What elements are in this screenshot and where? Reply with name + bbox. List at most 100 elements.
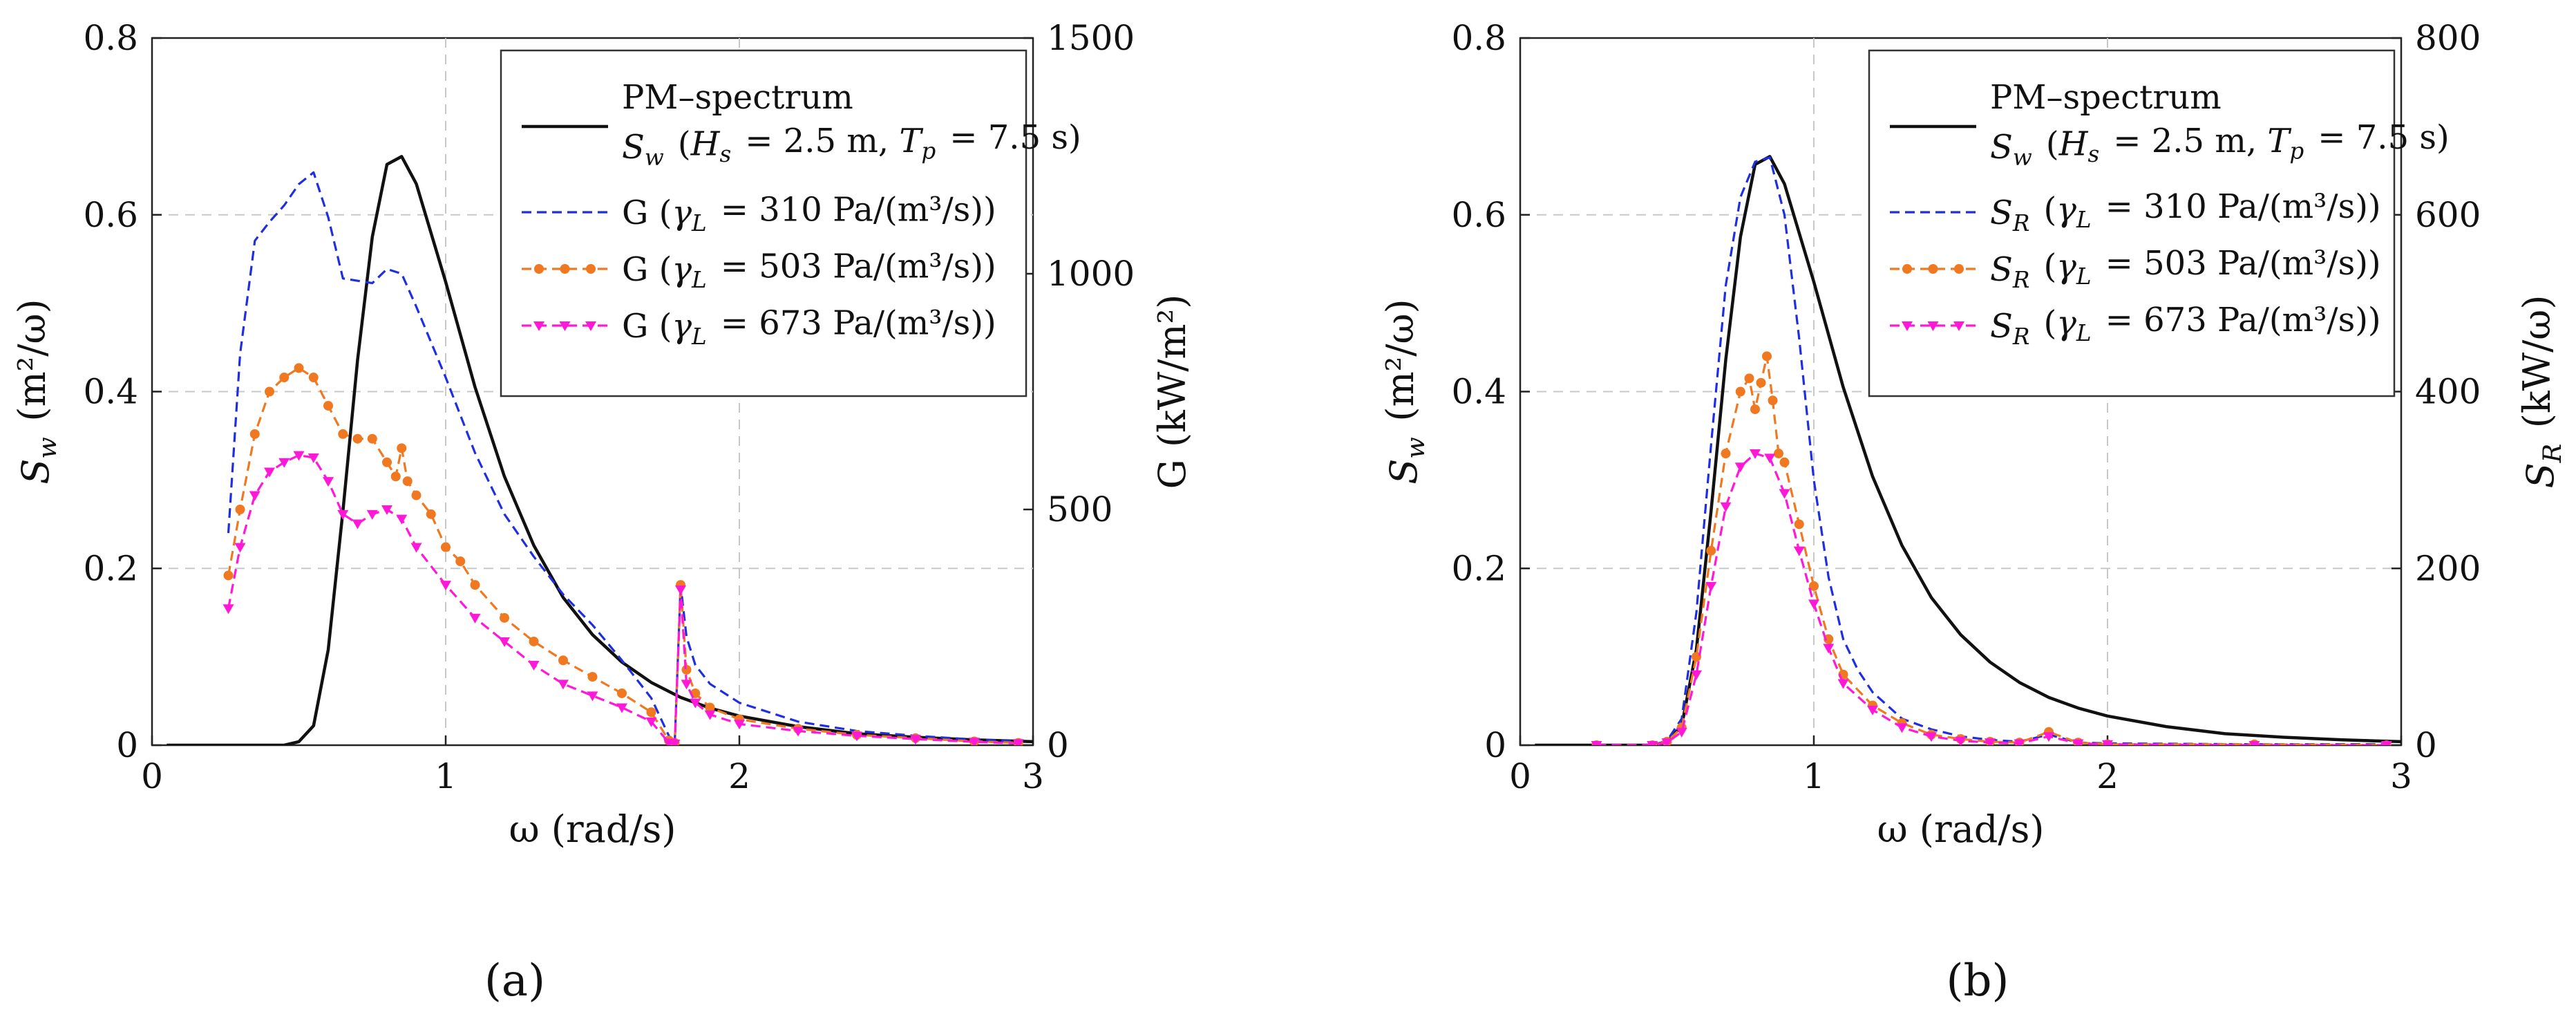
chart0-y-right-tick-label: 0 <box>1047 725 1069 765</box>
chart0-data-point <box>441 542 451 552</box>
chart1-y-right-tick-label: 400 <box>2415 372 2481 412</box>
chart0-data-point <box>402 476 413 487</box>
chart1-y-right-axis-label: SR (kW/ω) <box>2515 295 2567 489</box>
chart1-legend-label-2: SR (γL = 503 Pa/(m³/s)) <box>1990 244 2381 293</box>
chart0-data-point <box>681 680 692 690</box>
chart0-data-point <box>704 710 716 720</box>
chart1-data-point <box>2248 741 2260 745</box>
chart0-series-g-l-503-pa-m-s <box>223 363 1023 745</box>
chart1-data-point <box>1706 545 1716 556</box>
chart0-data-point <box>337 509 349 520</box>
chart1-data-point <box>1764 453 1776 464</box>
chart1-data-point <box>1721 449 1731 459</box>
chart0-data-point <box>690 698 701 709</box>
chart0-data-point <box>352 433 363 444</box>
chart1-data-point <box>1985 738 1996 745</box>
chart1-data-point <box>1824 634 1834 644</box>
chart0-data-point <box>323 400 333 411</box>
chart0-data-point <box>308 373 319 383</box>
chart0-y-tick-label: 0 <box>116 725 138 765</box>
chart0-x-axis-label: ω (rad/s) <box>509 807 676 851</box>
chart1-legend-label-0: Sw (Hs = 2.5 m, Tp = 7.5 s) <box>1990 118 2450 171</box>
chart1-data-point <box>1774 449 1783 459</box>
chart0-data-point <box>969 738 980 745</box>
chart1-data-point <box>1809 581 1819 591</box>
chart0-data-point <box>529 636 539 646</box>
chart0-data-point <box>279 373 290 383</box>
chart1-series-line-3 <box>1596 452 2387 745</box>
chart0-series-pm-spectrum-s-w-h-s-2-5-m-t-p-7-5-s <box>167 155 1033 745</box>
panel-b-label: (b) <box>1947 955 2009 1006</box>
chart0-data-point <box>223 570 234 581</box>
chart1-x-tick-label: 2 <box>2096 756 2119 796</box>
chart1-data-point <box>2014 739 2025 745</box>
chart0-y-right-tick-label: 1000 <box>1047 254 1135 294</box>
chart1-data-point <box>1779 457 1790 467</box>
chart1-legend-marker <box>1902 321 1913 331</box>
chart1-legend-label-3: SR (γL = 673 Pa/(m³/s)) <box>1990 301 2381 350</box>
chart0-data-point <box>293 451 305 461</box>
chart0-data-point <box>851 731 862 742</box>
chart0-data-point <box>469 613 481 624</box>
chart0-data-point <box>1012 739 1024 745</box>
chart0-legend-label-2: G (γL = 503 Pa/(m³/s)) <box>622 247 996 292</box>
chart0-data-point <box>390 471 401 482</box>
chart0-data-point <box>235 505 245 514</box>
chart1-series-s-r-l-503-pa-m-s <box>1591 351 2392 745</box>
chart0-series-line-2 <box>227 366 1019 745</box>
chart0-series-g-l-673-pa-m-s <box>222 451 1024 745</box>
chart1-data-point <box>1756 377 1766 388</box>
chart1-data-point <box>2102 740 2113 745</box>
chart1-data-point <box>1750 404 1760 415</box>
chart1-x-axis-label: ω (rad/s) <box>1877 807 2045 851</box>
chart0-legend-box <box>500 49 1027 397</box>
chart0-data-point <box>793 727 804 737</box>
chart0-series-line-3 <box>227 453 1019 745</box>
chart1-y-tick-label: 0.4 <box>1451 372 1506 412</box>
chart0-data-point <box>352 519 363 530</box>
chart1-series-line-2 <box>1596 355 2387 745</box>
chart0-data-point <box>681 664 692 675</box>
chart0-data-point <box>455 556 466 567</box>
chart1-data-point <box>1808 599 1819 610</box>
chart1-legend-label-0: PM–spectrum <box>1990 78 2222 117</box>
chart0-data-point <box>645 717 657 727</box>
chart0-data-point <box>675 585 686 595</box>
chart0-y-tick-label: 0.2 <box>83 548 138 588</box>
chart1-legend-marker <box>1928 264 1938 274</box>
panel-a-label: (a) <box>484 955 545 1006</box>
chart1-legend-marker <box>1954 264 1964 274</box>
chart0-y-right-tick-label: 1500 <box>1047 18 1135 58</box>
chart1-data-point <box>1720 502 1732 512</box>
chart0-x-tick-label: 2 <box>728 756 750 796</box>
chart1-data-point <box>1867 705 1878 715</box>
chart1-x-tick-label: 3 <box>2390 756 2412 796</box>
chart0-data-point <box>410 543 422 553</box>
chart0-data-point <box>397 443 407 453</box>
chart1-data-point <box>1794 519 1804 530</box>
chart0-legend-marker <box>560 264 570 274</box>
chart1-data-point <box>1744 373 1754 384</box>
chart0-data-point <box>307 453 319 463</box>
chart0-data-point <box>222 604 234 615</box>
chart0-data-point <box>382 457 392 467</box>
chart1-y-tick-label: 0.8 <box>1451 18 1506 58</box>
chart0-legend-label-1: G (γL = 310 Pa/(m³/s)) <box>622 190 996 236</box>
chart0-data-point <box>249 429 260 439</box>
chart1-data-point <box>2380 741 2392 745</box>
chart0-legend-marker <box>533 321 544 331</box>
chart1-data-point <box>1735 386 1745 397</box>
chart0-data-point <box>367 433 377 444</box>
chart0-data-point <box>264 467 275 478</box>
chart0-legend-label-0: PM–spectrum <box>622 78 853 117</box>
chart0-data-point <box>616 703 627 713</box>
chart0-data-point <box>558 655 568 666</box>
chart1-series-s-r-l-310-pa-m-s <box>1596 156 2387 745</box>
chart0-y-tick-label: 0.6 <box>83 195 138 235</box>
chart0-x-tick-label: 0 <box>141 756 163 796</box>
chart1-legend-marker <box>1902 264 1912 274</box>
chart1-y-right-tick-label: 200 <box>2415 548 2481 588</box>
chart0-data-point <box>500 612 509 623</box>
chart1-data-point <box>1779 489 1790 499</box>
